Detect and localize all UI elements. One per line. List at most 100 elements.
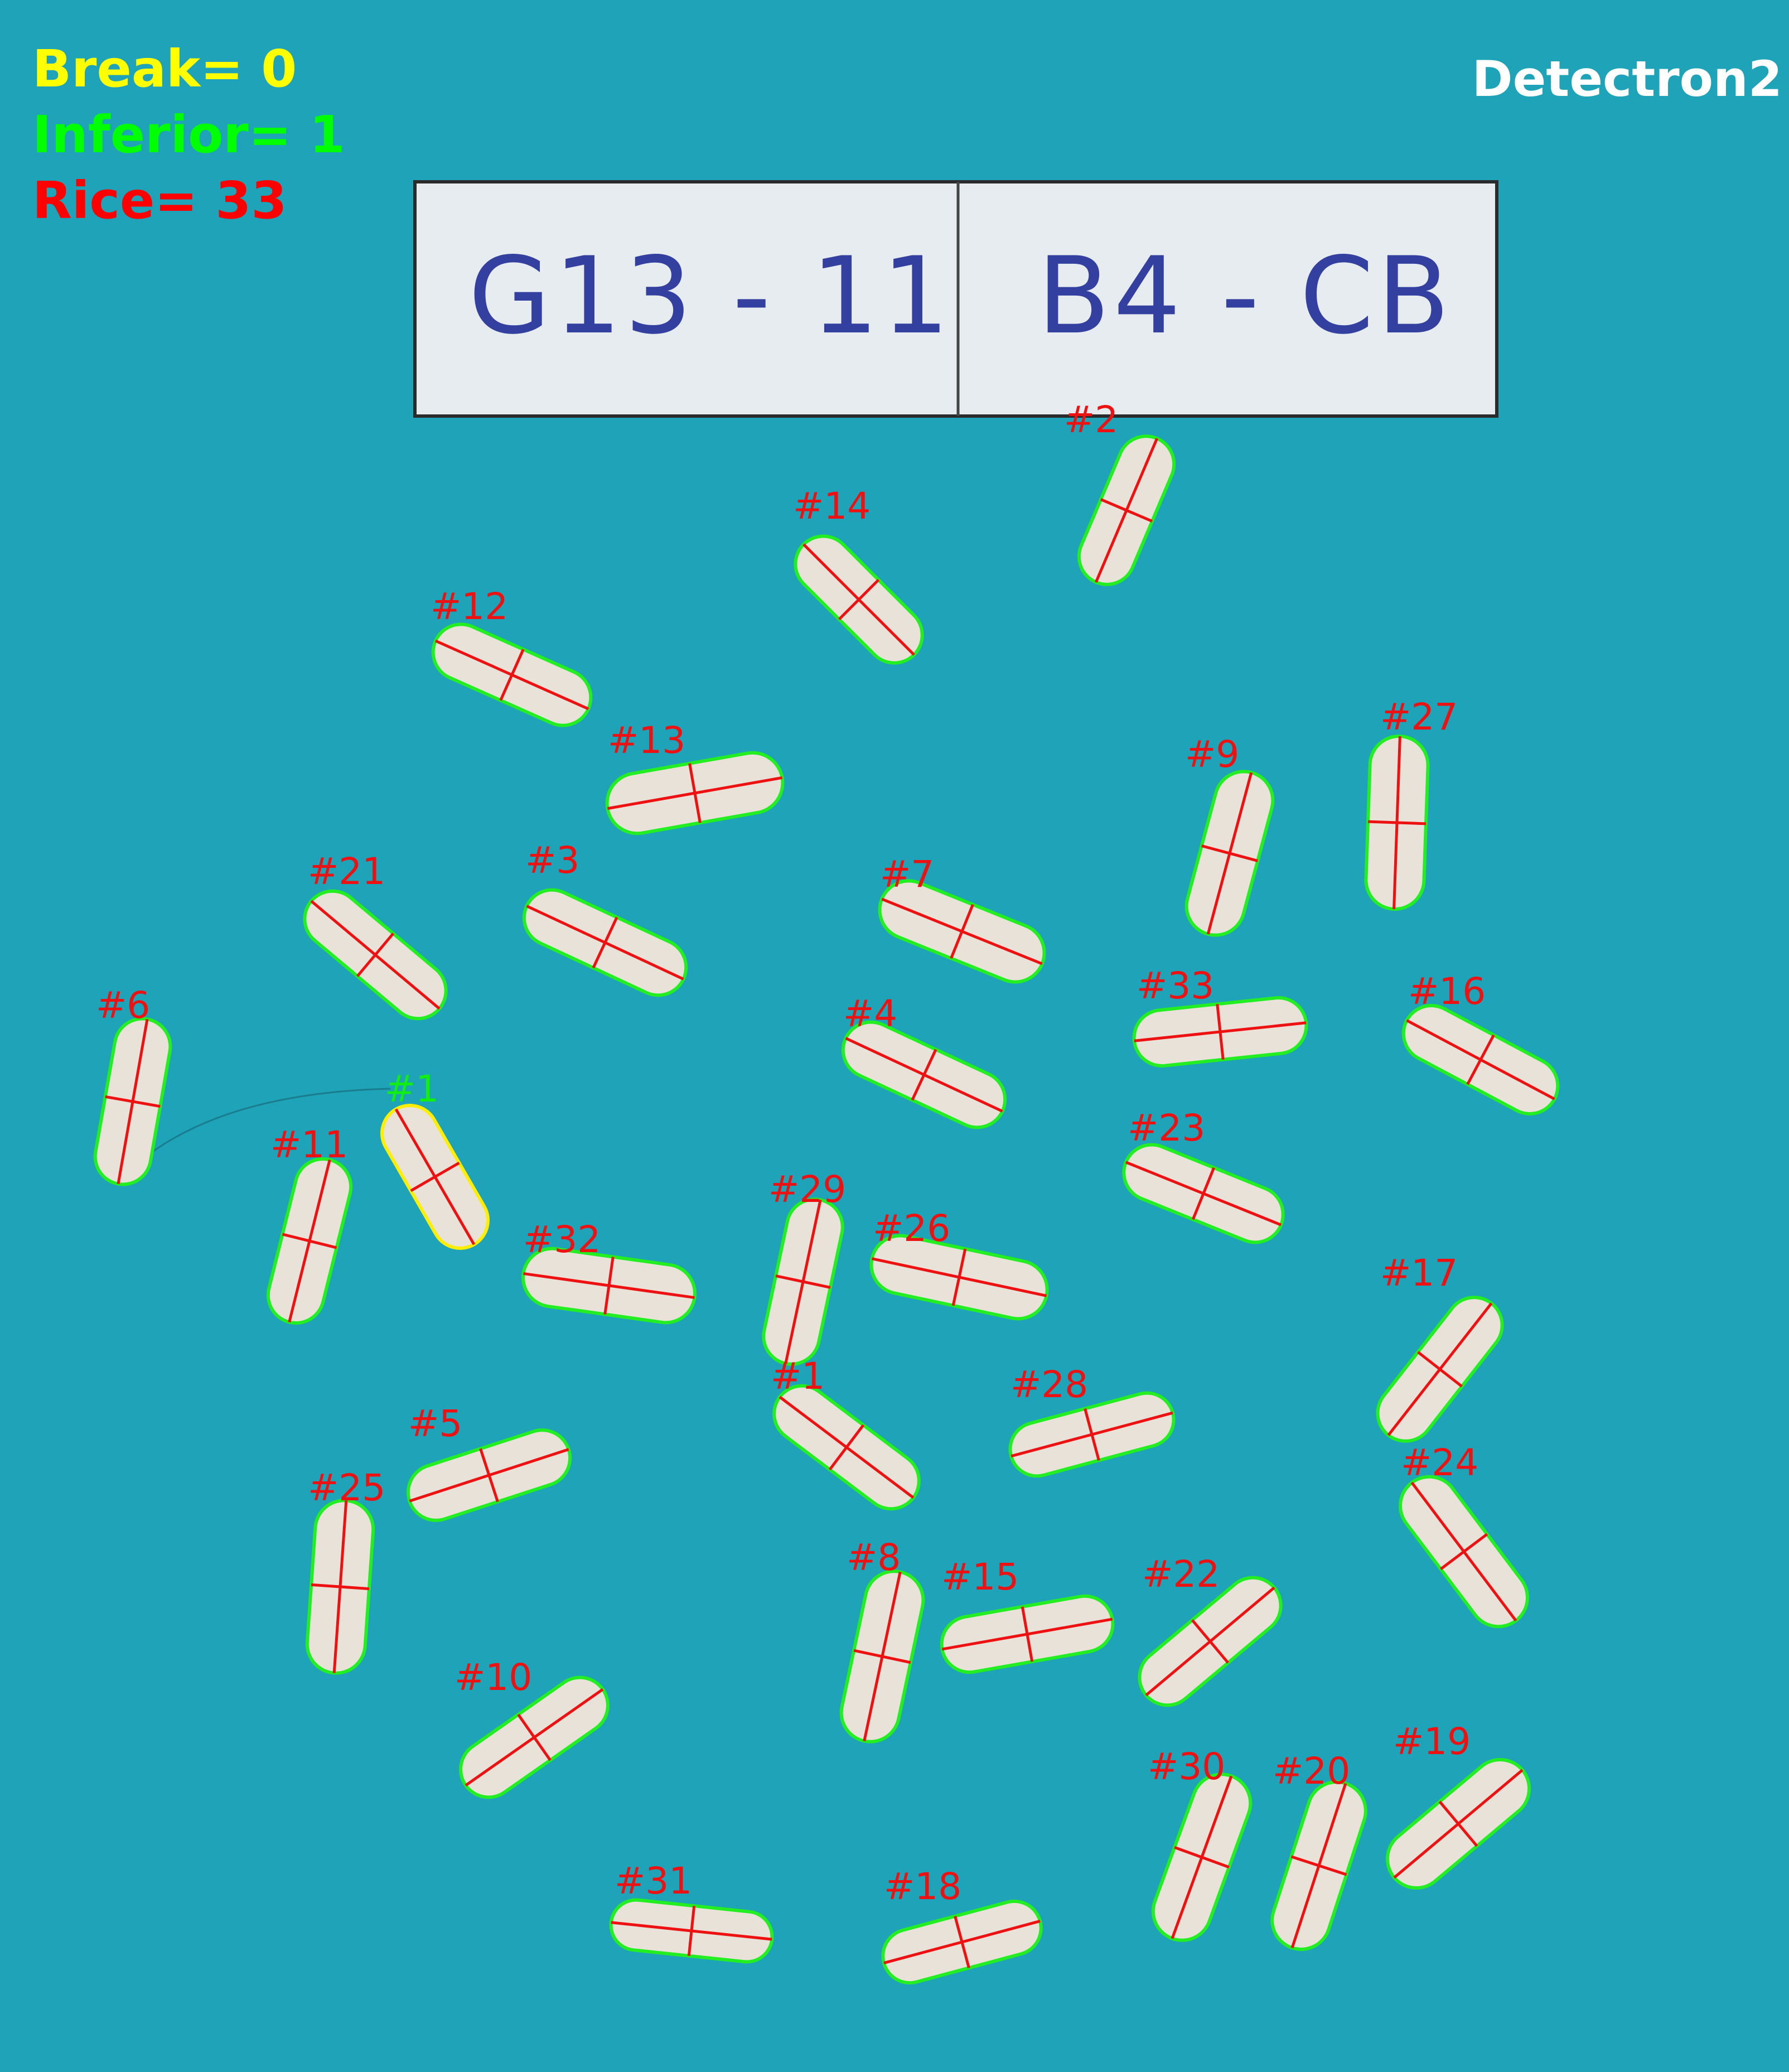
- rice-grain: #7: [878, 853, 1046, 984]
- grain-label: #23: [1128, 1107, 1205, 1149]
- grain-shape: [1385, 1758, 1531, 1890]
- rice-grain: #32: [521, 1218, 697, 1325]
- grain-shape: [762, 1197, 844, 1366]
- width-axis: [499, 649, 525, 701]
- rice-grain: #27: [1364, 696, 1458, 911]
- width-axis: [951, 1248, 967, 1306]
- grain-shape: [869, 1234, 1049, 1321]
- grain-label: #28: [1010, 1363, 1088, 1406]
- grain-shape: [1184, 770, 1275, 937]
- grain-shape: [431, 622, 593, 727]
- width-axis: [1201, 844, 1258, 862]
- grain-shape: [841, 1020, 1007, 1129]
- grain-label: #14: [793, 485, 871, 528]
- grain-label: #32: [523, 1218, 601, 1261]
- rice-grain: #26: [869, 1207, 1049, 1321]
- width-axis: [1216, 1004, 1225, 1060]
- width-axis: [954, 1915, 970, 1969]
- grain-label: #11: [270, 1123, 348, 1166]
- rice-grain: #33: [1132, 964, 1308, 1068]
- width-axis: [1367, 820, 1427, 825]
- grain-shape: [266, 1157, 353, 1325]
- rice-grain: #14: [793, 485, 924, 665]
- grain-shape: [93, 1017, 172, 1186]
- grain-label: #17: [1380, 1252, 1458, 1295]
- width-axis: [687, 1905, 696, 1957]
- rice-grain: #17: [1376, 1252, 1504, 1443]
- grain-shape: [1151, 1772, 1253, 1942]
- grain-shape: [940, 1594, 1115, 1674]
- rice-grain: #1: [771, 1355, 921, 1511]
- grain-shape: [522, 888, 688, 997]
- rice-grain: #19: [1385, 1720, 1531, 1890]
- rice-grain: #13: [605, 719, 785, 835]
- width-axis: [1439, 1533, 1488, 1571]
- grain-label: #2: [1064, 398, 1118, 441]
- width-axis: [1290, 1855, 1347, 1876]
- model-name: Detectron2: [1472, 50, 1782, 108]
- width-axis: [517, 1713, 552, 1761]
- grain-shape: [878, 879, 1046, 984]
- width-axis: [950, 904, 974, 959]
- grain-shape: [1122, 1143, 1285, 1244]
- break-counter: Break= 0: [32, 39, 297, 99]
- rice-grain: #28: [1008, 1363, 1176, 1478]
- width-axis: [1100, 498, 1153, 523]
- rice-grain: #2: [1064, 398, 1176, 586]
- grain-label: #9: [1185, 733, 1239, 776]
- width-axis: [1438, 1800, 1478, 1847]
- card-border: [413, 180, 1498, 418]
- rice-grain: #15: [940, 1556, 1115, 1674]
- sample-id-right: B4 - CB: [1037, 234, 1453, 358]
- width-axis: [603, 1257, 615, 1315]
- rice-grain: #22: [1138, 1553, 1283, 1707]
- rice-grain: #20: [1270, 1750, 1367, 1951]
- grain-shape: [605, 751, 785, 835]
- rice-grain: #10: [454, 1656, 610, 1799]
- grain-shape: [1138, 1576, 1283, 1707]
- grain-shape: [772, 1384, 921, 1511]
- sample-label-text: G13 - 11 B4 - CB: [413, 178, 1500, 418]
- inferior-counter: Inferior= 1: [32, 105, 345, 165]
- width-axis: [1466, 1034, 1495, 1085]
- width-axis: [688, 763, 702, 823]
- width-axis: [105, 1095, 161, 1108]
- sample-id-left: G13 - 11: [468, 234, 953, 358]
- width-axis: [911, 1049, 937, 1101]
- grain-shape: [380, 1104, 490, 1250]
- grain-label: #31: [615, 1860, 692, 1902]
- width-axis: [479, 1448, 499, 1503]
- grain-label: #30: [1148, 1745, 1225, 1788]
- width-axis: [282, 1233, 337, 1249]
- grain-shape: [881, 1899, 1043, 1985]
- rice-grain: #12: [431, 585, 593, 727]
- grain-label: #6: [96, 984, 150, 1027]
- width-axis: [1174, 1846, 1230, 1869]
- grain-shape: [303, 889, 448, 1021]
- width-axis: [1021, 1606, 1034, 1662]
- sample-card: [413, 180, 1498, 418]
- width-axis: [828, 1424, 865, 1471]
- rice-grain: #3: [522, 839, 688, 997]
- grain-label: #15: [941, 1556, 1019, 1598]
- grain-shape: [1364, 735, 1430, 911]
- grain-shape: [794, 534, 924, 665]
- rice-grain: #9: [1184, 733, 1275, 937]
- grain-shape: [1132, 996, 1308, 1068]
- rice-grain: #5: [406, 1402, 572, 1522]
- grain-shape: [1399, 1475, 1529, 1629]
- width-axis: [592, 916, 618, 969]
- grain-label: #22: [1142, 1553, 1220, 1596]
- rice-counter: Rice= 33: [32, 171, 287, 230]
- rice-grain: #29: [762, 1168, 846, 1366]
- width-axis: [410, 1161, 460, 1192]
- grain-label: #29: [768, 1168, 846, 1211]
- rice-grain: #31: [609, 1860, 774, 1964]
- rice-grain: #21: [303, 850, 448, 1021]
- rice-grain: #23: [1122, 1107, 1285, 1244]
- rice-grain: #25: [305, 1466, 385, 1675]
- width-axis: [1191, 1619, 1230, 1664]
- grain-label: #4: [843, 992, 897, 1035]
- rice-grain: #11: [266, 1123, 353, 1325]
